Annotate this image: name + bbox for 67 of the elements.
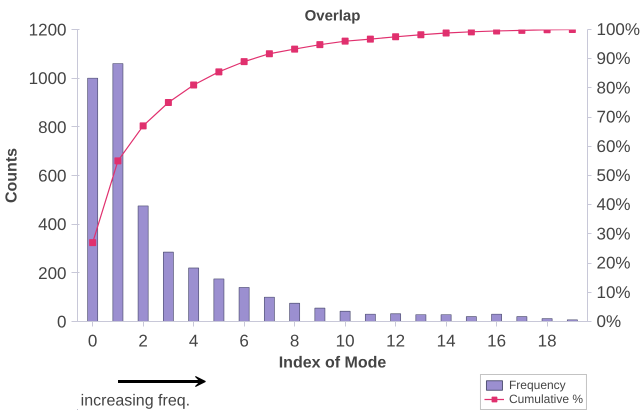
bar	[112, 63, 124, 322]
bar	[188, 268, 200, 322]
point	[89, 239, 96, 246]
legend-label: Cumulative %	[508, 392, 583, 406]
bar	[264, 296, 275, 322]
point	[291, 46, 298, 53]
y2-tick-label: 80%	[596, 78, 631, 98]
y-tick-label: 1200	[28, 20, 67, 40]
y-tick-label: 1000	[28, 69, 67, 88]
bar	[162, 252, 174, 322]
x-tick-label: 0	[88, 332, 98, 350]
y-tick-label: 200	[38, 264, 67, 283]
point	[342, 38, 349, 45]
point	[164, 99, 172, 106]
x-tick-label: 10	[336, 332, 355, 350]
bar	[364, 314, 376, 322]
point	[114, 157, 122, 164]
x-axis-title: Index of Mode	[278, 354, 386, 372]
point	[392, 33, 400, 40]
y2-tick-label: 100%	[596, 20, 640, 39]
point	[240, 58, 248, 66]
point	[190, 81, 198, 88]
bar	[213, 278, 224, 322]
y-tick-label: 400	[38, 215, 67, 234]
y-tick-label: 0	[57, 312, 67, 332]
bar	[138, 206, 149, 322]
point	[468, 30, 475, 36]
y2-tick-label: 10%	[596, 282, 631, 302]
bar	[542, 318, 553, 322]
bar	[415, 314, 426, 322]
x-tick-label: 12	[386, 332, 406, 350]
y2-tick-label: 70%	[596, 108, 631, 127]
chart-title: Overlap	[304, 8, 360, 24]
bar	[440, 314, 452, 322]
y2-tick-label: 50%	[596, 166, 631, 185]
y-tick-label: 800	[38, 118, 67, 137]
bar	[238, 287, 250, 322]
bar	[289, 302, 300, 322]
point	[417, 31, 424, 38]
legend-label: Frequency	[508, 378, 566, 392]
x-tick-label: 2	[138, 332, 148, 350]
y2-tick-label: 60%	[596, 136, 631, 156]
point	[366, 36, 374, 43]
point	[316, 41, 324, 48]
bar	[491, 314, 502, 322]
y2-tick-label: 90%	[596, 49, 631, 68]
y-axis-title: Counts	[4, 148, 21, 204]
bar	[87, 78, 98, 322]
y-tick-label: 600	[38, 166, 67, 186]
y2-tick-label: 40%	[596, 195, 631, 214]
bar	[314, 308, 326, 322]
y2-tick-label: 20%	[596, 254, 631, 273]
bar	[390, 313, 402, 322]
point	[266, 50, 273, 58]
y2-tick-label: 0%	[596, 312, 622, 331]
x-tick-label: 6	[239, 332, 249, 350]
text: increasing freq.	[80, 392, 190, 410]
x-tick-label: 16	[487, 332, 506, 350]
x-tick-label: 4	[188, 332, 198, 350]
x-tick-label: 18	[538, 332, 557, 350]
x-tick-label: 14	[436, 332, 456, 350]
bar	[340, 310, 351, 322]
x-tick-label: 8	[290, 332, 300, 350]
point	[442, 30, 450, 37]
point	[215, 68, 222, 76]
point	[140, 122, 147, 130]
y2-tick-label: 30%	[596, 224, 631, 244]
